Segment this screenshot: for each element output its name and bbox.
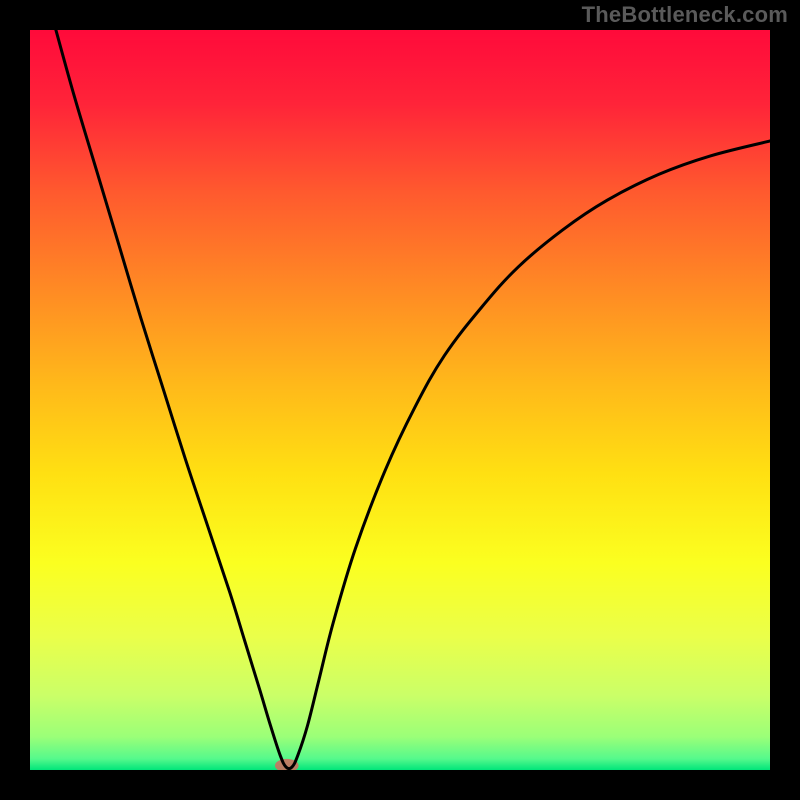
- watermark-text: TheBottleneck.com: [582, 2, 788, 28]
- plot-area: [30, 30, 770, 770]
- chart-frame: TheBottleneck.com: [0, 0, 800, 800]
- gradient-background: [30, 30, 770, 770]
- bottleneck-chart: [30, 30, 770, 770]
